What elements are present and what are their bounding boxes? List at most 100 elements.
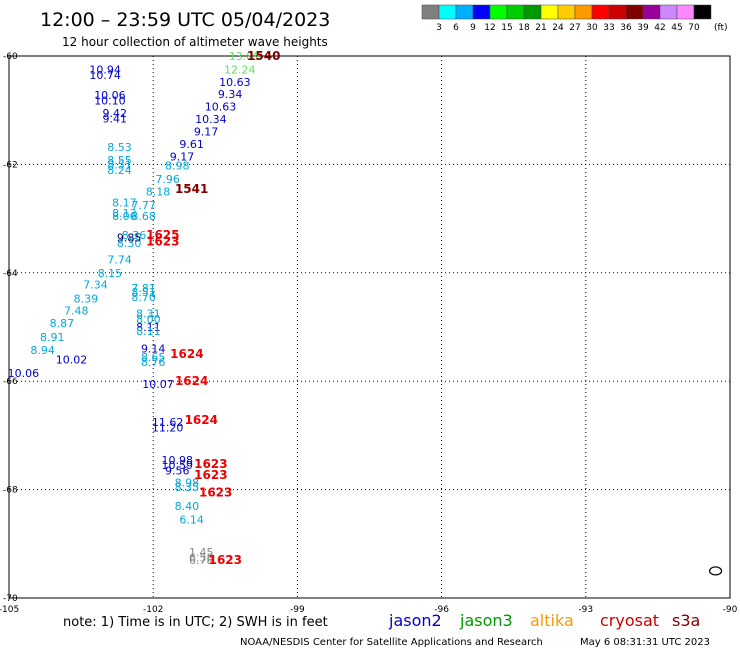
swh-label: 8.17 <box>112 196 137 209</box>
legend-swatch <box>557 4 576 20</box>
swh-label: 8.94 <box>30 344 55 357</box>
swh-label: 10.34 <box>195 113 227 126</box>
legend-swatch <box>540 4 559 20</box>
observations: 10.9410.7410.0610.109.429.4110.639.3410.… <box>8 50 261 567</box>
y-tick-label: -68 <box>3 486 18 496</box>
swh-label: 10.06 <box>94 89 126 102</box>
legend-swatch <box>506 4 525 20</box>
footer-note: note: 1) Time is in UTC; 2) SWH is in fe… <box>63 615 328 630</box>
x-tick-label: -90 <box>723 605 738 615</box>
legend-swatch <box>472 4 491 20</box>
legend-label: 9 <box>470 23 476 33</box>
legend-label: 42 <box>654 23 665 33</box>
legend-swatch <box>625 4 644 20</box>
swh-label: 8.06 <box>112 210 137 223</box>
satellite-name: jason2 <box>388 611 442 630</box>
y-tick-label: -66 <box>3 377 18 387</box>
swh-label: 9.34 <box>218 88 243 101</box>
swh-label: 8.11 <box>136 321 161 334</box>
x-tick-label: -93 <box>578 605 593 615</box>
color-scale-legend: 3 6 9 12 15 18 21 24 27 30 33 36 39 42 45 70 <box>421 4 712 33</box>
satellite-legend: jason2 jason3 altika cryosat s3a <box>388 611 700 630</box>
legend-label: 39 <box>637 23 649 33</box>
swh-label: 10.59 <box>161 459 193 472</box>
pass-time-label: 1623 <box>209 553 242 567</box>
swh-label: 8.76 <box>141 356 166 369</box>
swh-label: 9.61 <box>179 138 204 151</box>
swh-label: 9.14 <box>141 343 166 356</box>
satellite-name: altika <box>530 611 574 630</box>
swh-label: 8.31 <box>136 307 161 320</box>
swh-label: 8.15 <box>98 267 123 280</box>
x-tick-label: -99 <box>290 605 305 615</box>
pass-time-label: 1624 <box>185 413 218 427</box>
swh-label: 10.02 <box>56 354 88 367</box>
swh-label: 10.06 <box>8 367 40 380</box>
axis-ticks: -105 -102 -99 -96 -93 -90 -60 -62 -64 -66 -68 -70 <box>0 52 738 615</box>
swh-label: 1.45 <box>189 546 214 559</box>
pass-time-label: 1624 <box>175 374 208 388</box>
legend-label: 6 <box>453 23 459 33</box>
swh-label: 8.70 <box>131 291 156 304</box>
swh-label: 9.56 <box>165 465 190 478</box>
chart-title: 12:00 – 23:59 UTC 05/04/2023 <box>40 9 330 31</box>
swh-label: 8.11 <box>136 325 161 338</box>
legend-swatch <box>676 4 695 20</box>
y-tick-label: -64 <box>3 269 18 279</box>
swh-label: 8.98 <box>175 477 200 490</box>
swh-label: 10.98 <box>161 454 193 467</box>
swh-label: 13.89 <box>229 50 261 63</box>
legend-label: 45 <box>671 23 682 33</box>
plot-frame <box>8 55 731 599</box>
swh-label: 8.35 <box>175 481 200 494</box>
legend-swatch <box>455 4 474 20</box>
legend-label: 30 <box>586 23 598 33</box>
grid-lines <box>9 56 730 598</box>
swh-label: 9.17 <box>194 125 219 138</box>
x-tick-label: -96 <box>434 605 449 615</box>
pass-time-label: 1625 <box>146 228 179 242</box>
swh-label: 8.65 <box>141 351 166 364</box>
legend-swatch <box>642 4 661 20</box>
swh-label: 10.63 <box>205 100 237 113</box>
pass-time-label: 1541 <box>175 182 208 196</box>
swh-label: 10.94 <box>89 64 121 77</box>
legend-swatch <box>489 4 508 20</box>
swh-label: 7.77 <box>131 199 156 212</box>
swh-label: 6.78 <box>189 554 214 567</box>
satellite-name: cryosat <box>600 611 659 630</box>
pass-time-label: 1540 <box>247 49 280 63</box>
swh-label: 8.40 <box>175 500 200 513</box>
legend-label: 15 <box>501 23 512 33</box>
pass-time-label: 1623 <box>199 485 232 499</box>
credit-text: NOAA/NESDIS Center for Satellite Applica… <box>240 637 543 648</box>
legend-label: 21 <box>535 23 546 33</box>
swh-label: 8.18 <box>146 186 171 199</box>
pass-times: 1540154116251623162416241624162316231623… <box>146 49 280 567</box>
satellite-name: jason3 <box>459 611 513 630</box>
legend-label: 24 <box>552 23 564 33</box>
swh-label: 8.68 <box>131 210 156 223</box>
chart-subtitle: 12 hour collection of altimeter wave hei… <box>62 35 328 49</box>
legend-label: 27 <box>569 23 580 33</box>
map-plot-area: -105 -102 -99 -96 -93 -90 -60 -62 -64 -66 -68 -70 1… <box>0 49 738 615</box>
satellite-name: s3a <box>672 611 700 630</box>
landmass-outline <box>708 566 723 576</box>
legend-swatch <box>608 4 627 20</box>
swh-label: 9.17 <box>170 150 195 163</box>
swh-label: 8.00 <box>136 313 161 326</box>
swh-label: 9.42 <box>102 107 127 120</box>
swh-label: 7.34 <box>83 279 108 292</box>
swh-label: 8.39 <box>74 292 99 305</box>
legend-swatch <box>438 4 457 20</box>
swh-label: 8.51 <box>131 286 156 299</box>
swh-label: 9.85 <box>117 232 142 245</box>
y-tick-label: -62 <box>3 160 18 170</box>
legend-label: 33 <box>603 23 614 33</box>
x-tick-label: -102 <box>143 605 163 615</box>
swh-label: 12.24 <box>224 64 256 77</box>
x-tick-label: -105 <box>0 605 19 615</box>
swh-label: 10.10 <box>94 94 126 107</box>
y-tick-label: -70 <box>3 594 18 604</box>
